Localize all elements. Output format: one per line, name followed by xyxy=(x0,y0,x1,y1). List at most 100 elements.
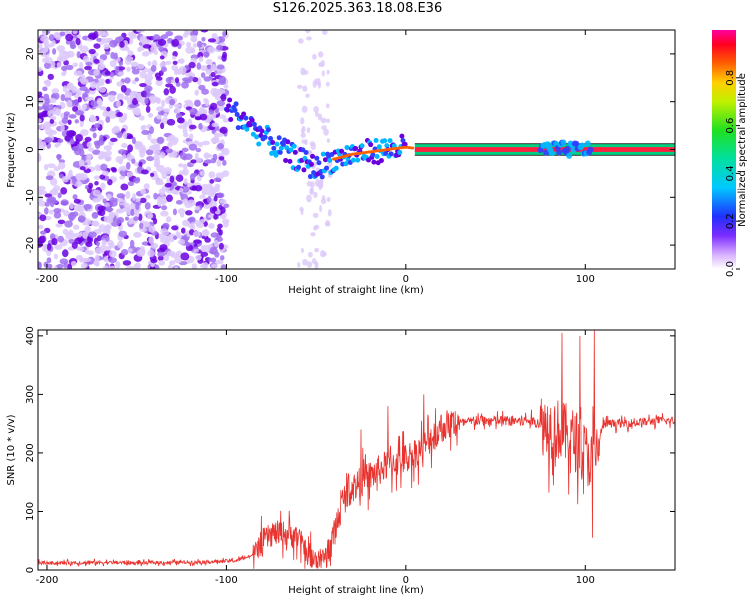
spectrogram-cell xyxy=(169,85,176,94)
spectrogram-ridge-cell xyxy=(224,107,230,113)
spectrogram-cell xyxy=(126,153,133,161)
spectrogram-cell xyxy=(150,45,157,54)
spectrogram-cell xyxy=(73,98,79,107)
spectrogram-cell xyxy=(57,192,62,199)
spectrogram-cell xyxy=(180,227,186,234)
spectrogram-cell xyxy=(47,73,54,80)
spectrogram-cell xyxy=(307,251,313,258)
spectrogram-ridge-cell xyxy=(566,152,573,159)
spectrogram-cell xyxy=(142,39,152,45)
spectrogram-cell xyxy=(223,221,229,228)
spectrogram-y-tick-label: 0 xyxy=(25,146,36,152)
spectrogram-cell xyxy=(204,237,211,243)
spectrogram-cell xyxy=(302,85,308,92)
spectrogram-cell xyxy=(42,86,48,92)
spectrogram-cell xyxy=(103,265,109,269)
spectrogram-cell xyxy=(189,173,196,181)
spectrogram-cell xyxy=(209,178,215,184)
spectrogram-cell xyxy=(155,78,163,87)
spectrogram-cell xyxy=(160,66,167,73)
spectrogram-cell xyxy=(317,80,322,89)
spectrogram-cell xyxy=(116,81,124,87)
spectrogram-cell xyxy=(157,199,162,207)
spectrogram-cell xyxy=(182,168,189,176)
spectrogram-cell xyxy=(126,134,134,140)
spectrogram-cell xyxy=(105,245,112,251)
spectrogram-ridge-cell xyxy=(373,137,379,143)
spectrogram-cell xyxy=(84,184,90,190)
spectrogram-cell xyxy=(134,111,142,116)
colorbar-tick-label: 0.8 xyxy=(725,70,736,86)
spectrogram-ridge-cell xyxy=(254,134,260,140)
spectrogram-ridge-cell xyxy=(301,167,307,173)
spectrogram-cell xyxy=(211,81,219,87)
spectrogram-cell xyxy=(92,149,101,155)
spectrogram-cell xyxy=(190,222,195,229)
spectrogram-cell xyxy=(77,96,83,103)
spectrogram-cell xyxy=(68,169,73,176)
spectrogram-cell xyxy=(188,61,196,69)
spectrogram-cell xyxy=(108,140,115,146)
spectrogram-cell xyxy=(57,138,64,144)
spectrogram-x-tick-label: -100 xyxy=(215,274,238,285)
spectrogram-cell xyxy=(173,235,178,241)
colorbar: 0.0 0.2 0.4 0.6 0.8 Normalized spectral ampl… xyxy=(712,30,748,277)
spectrogram-cell xyxy=(131,158,136,164)
spectrogram-cell xyxy=(124,95,130,101)
spectrogram-cell xyxy=(109,250,117,258)
spectrogram-cell xyxy=(147,132,152,141)
spectrogram-cell xyxy=(149,172,155,177)
spectrogram-ridge-cell xyxy=(543,149,550,156)
spectrogram-cell xyxy=(134,77,140,82)
spectrogram-ridge-cell xyxy=(244,126,250,132)
spectrogram-cell xyxy=(60,94,66,102)
spectrogram-cell xyxy=(56,62,62,68)
spectrogram-cell xyxy=(133,231,142,238)
spectrogram-ridge-cell xyxy=(402,141,408,147)
spectrogram-cell xyxy=(83,218,92,226)
spectrogram-cell xyxy=(61,71,67,77)
spectrogram-cell xyxy=(154,158,161,166)
spectrogram-cell xyxy=(130,208,135,217)
spectrogram-cell xyxy=(122,112,128,121)
spectrogram-cell xyxy=(216,192,225,199)
spectrogram-cell xyxy=(301,139,305,144)
spectrogram-cell xyxy=(150,258,158,264)
spectrogram-cell xyxy=(71,85,78,94)
page-title: S126.2025.363.18.08.E36 xyxy=(272,1,443,16)
spectrogram-cell xyxy=(84,65,93,71)
spectrogram-cell xyxy=(163,167,172,175)
spectrogram-cell xyxy=(148,112,154,118)
spectrogram-cell xyxy=(192,30,199,37)
spectrogram-cell xyxy=(100,182,106,191)
spectrogram-cell xyxy=(80,262,88,269)
spectrogram-cell xyxy=(115,261,121,269)
spectrogram-cell xyxy=(210,263,218,269)
spectrogram-cell xyxy=(305,93,310,98)
spectrogram-cell xyxy=(66,99,73,108)
spectrogram-ridge xyxy=(223,97,675,180)
spectrogram-cell xyxy=(214,131,219,139)
spectrogram-cell xyxy=(68,238,75,244)
spectrogram-cell xyxy=(171,225,179,231)
spectrogram-cell xyxy=(139,70,147,79)
spectrogram-cell xyxy=(156,136,165,144)
spectrogram-cell xyxy=(124,55,134,62)
spectrogram-cell xyxy=(92,189,101,197)
spectrogram-cell xyxy=(199,194,206,199)
spectrogram-cell xyxy=(65,64,74,71)
spectrogram-cell xyxy=(149,126,155,135)
spectrogram-y-label: Frequency (Hz) xyxy=(6,112,17,188)
spectrogram-cell xyxy=(145,149,154,156)
spectrogram-cell xyxy=(168,237,175,243)
spectrogram-cell xyxy=(160,210,169,217)
spectrogram-cell xyxy=(132,193,137,201)
spectrogram-band-core xyxy=(414,147,675,152)
spectrogram-cell xyxy=(54,143,60,148)
spectrogram-cell xyxy=(67,263,73,269)
spectrogram-cell xyxy=(153,192,158,200)
spectrogram-ridge-cell xyxy=(579,142,586,149)
spectrogram-cell xyxy=(140,169,149,175)
spectrogram-cell xyxy=(163,112,168,118)
